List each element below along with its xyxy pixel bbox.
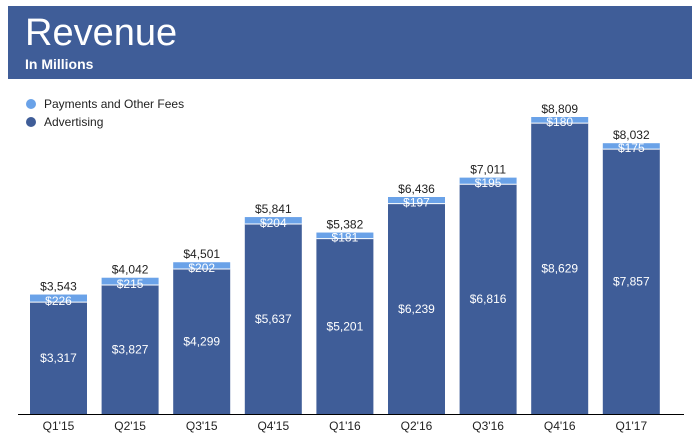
payments-label: $215 bbox=[117, 277, 144, 291]
total-label: $4,501 bbox=[183, 247, 220, 261]
x-tick-label: Q1'15 bbox=[43, 419, 75, 433]
bar-payments bbox=[101, 277, 159, 285]
bar-payments bbox=[602, 143, 660, 150]
x-tick-label: Q4'15 bbox=[257, 419, 289, 433]
total-label: $7,011 bbox=[470, 163, 506, 177]
chart-title: Revenue bbox=[25, 12, 178, 54]
bar-payments bbox=[244, 217, 302, 224]
legend-swatch-advertising bbox=[26, 117, 36, 127]
bar-advertising bbox=[388, 203, 445, 414]
chart-legend: Payments and Other Fees Advertising bbox=[26, 95, 184, 131]
legend-label-advertising: Advertising bbox=[44, 115, 104, 129]
advertising-label: $7,857 bbox=[613, 275, 650, 289]
bar-advertising bbox=[316, 238, 374, 414]
x-tick-label: Q2'15 bbox=[114, 419, 146, 433]
x-tick-label: Q2'16 bbox=[401, 419, 433, 433]
x-tick-label: Q3'16 bbox=[472, 419, 504, 433]
legend-swatch-payments bbox=[26, 99, 36, 109]
x-tick-label: Q1'17 bbox=[615, 419, 647, 433]
payments-label: $180 bbox=[546, 115, 573, 129]
advertising-label: $6,816 bbox=[470, 292, 507, 306]
payments-label: $181 bbox=[332, 231, 359, 245]
payments-label: $195 bbox=[475, 176, 502, 190]
legend-item-payments: Payments and Other Fees bbox=[26, 95, 184, 113]
bar-payments bbox=[531, 117, 589, 124]
bar-advertising bbox=[244, 223, 302, 414]
total-label: $5,841 bbox=[255, 202, 292, 216]
total-label: $4,042 bbox=[112, 263, 149, 277]
advertising-label: $8,629 bbox=[541, 262, 578, 276]
payments-label: $226 bbox=[45, 294, 72, 308]
advertising-label: $3,317 bbox=[40, 351, 77, 365]
bar-advertising bbox=[173, 269, 231, 414]
total-label: $5,382 bbox=[327, 218, 364, 232]
bar-advertising bbox=[30, 302, 87, 414]
chart-subtitle: In Millions bbox=[25, 56, 94, 72]
total-label: $8,809 bbox=[541, 102, 578, 116]
advertising-label: $5,201 bbox=[327, 319, 364, 333]
bar-payments bbox=[459, 177, 517, 185]
bar-payments bbox=[173, 262, 231, 270]
x-tick-label: Q1'16 bbox=[329, 419, 361, 433]
bar-advertising bbox=[459, 184, 517, 414]
chart-header: Revenue In Millions bbox=[8, 6, 692, 79]
bar-advertising bbox=[531, 123, 589, 415]
legend-item-advertising: Advertising bbox=[26, 113, 184, 131]
advertising-label: $3,827 bbox=[112, 342, 149, 356]
payments-label: $202 bbox=[188, 261, 215, 275]
payments-label: $204 bbox=[260, 216, 287, 230]
advertising-label: $6,239 bbox=[398, 302, 435, 316]
advertising-label: $4,299 bbox=[183, 335, 220, 349]
x-tick-label: Q3'15 bbox=[186, 419, 218, 433]
total-label: $3,543 bbox=[40, 280, 77, 294]
bar-payments bbox=[388, 197, 445, 204]
bar-payments bbox=[30, 294, 87, 303]
total-label: $8,032 bbox=[613, 128, 650, 142]
bar-advertising bbox=[101, 284, 159, 414]
x-tick-label: Q4'16 bbox=[544, 419, 576, 433]
bar-payments bbox=[316, 232, 374, 239]
legend-label-payments: Payments and Other Fees bbox=[44, 97, 185, 111]
payments-label: $197 bbox=[403, 196, 430, 210]
bar-advertising bbox=[602, 149, 660, 414]
payments-label: $175 bbox=[618, 141, 645, 155]
total-label: $6,436 bbox=[398, 182, 435, 196]
advertising-label: $5,637 bbox=[255, 312, 292, 326]
